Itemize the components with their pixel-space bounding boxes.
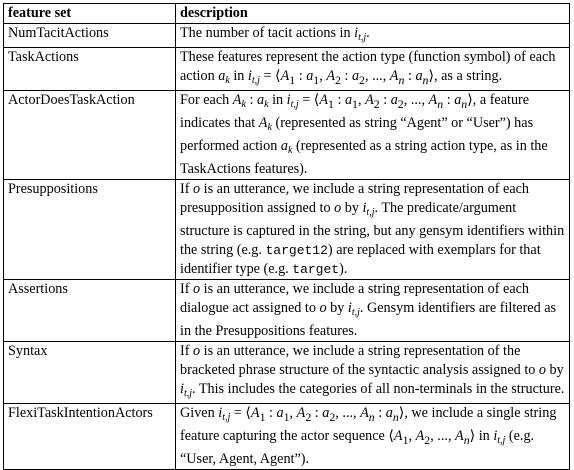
feature-description: If o is an utterance, we include a strin… <box>175 341 570 404</box>
feature-table: feature set description NumTacitActions … <box>3 3 570 470</box>
table-row: ActorDoesTaskAction For each Ak : ak in … <box>3 90 570 180</box>
header-description: description <box>175 3 570 24</box>
feature-name: TaskActions <box>3 47 176 91</box>
feature-name: NumTacitActions <box>3 23 176 48</box>
feature-description: If o is an utterance, we include a strin… <box>175 179 570 280</box>
table-row: TaskActions These features represent the… <box>3 47 570 91</box>
table-row: Presuppositions If o is an utterance, we… <box>3 179 570 280</box>
feature-name: Presuppositions <box>3 179 176 280</box>
table-row: NumTacitActions The number of tacit acti… <box>3 23 570 48</box>
feature-name: FlexiTaskIntentionActors <box>3 403 176 470</box>
header-feature-set: feature set <box>3 3 176 24</box>
table-row: Assertions If o is an utterance, we incl… <box>3 279 570 342</box>
feature-description: The number of tacit actions in it,j. <box>175 23 570 48</box>
feature-name: Assertions <box>3 279 176 342</box>
feature-name: ActorDoesTaskAction <box>3 90 176 180</box>
feature-name: Syntax <box>3 341 176 404</box>
feature-description: If o is an utterance, we include a strin… <box>175 279 570 342</box>
table-header-row: feature set description <box>3 3 570 24</box>
table-row: Syntax If o is an utterance, we include … <box>3 341 570 404</box>
feature-description: For each Ak : ak in it,j = ⟨A1 : a1, A2 … <box>175 90 570 180</box>
feature-description: Given it,j = ⟨A1 : a1, A2 : a2, ..., An … <box>175 403 570 470</box>
table-row: FlexiTaskIntentionActors Given it,j = ⟨A… <box>3 403 570 470</box>
feature-description: These features represent the action type… <box>175 47 570 91</box>
